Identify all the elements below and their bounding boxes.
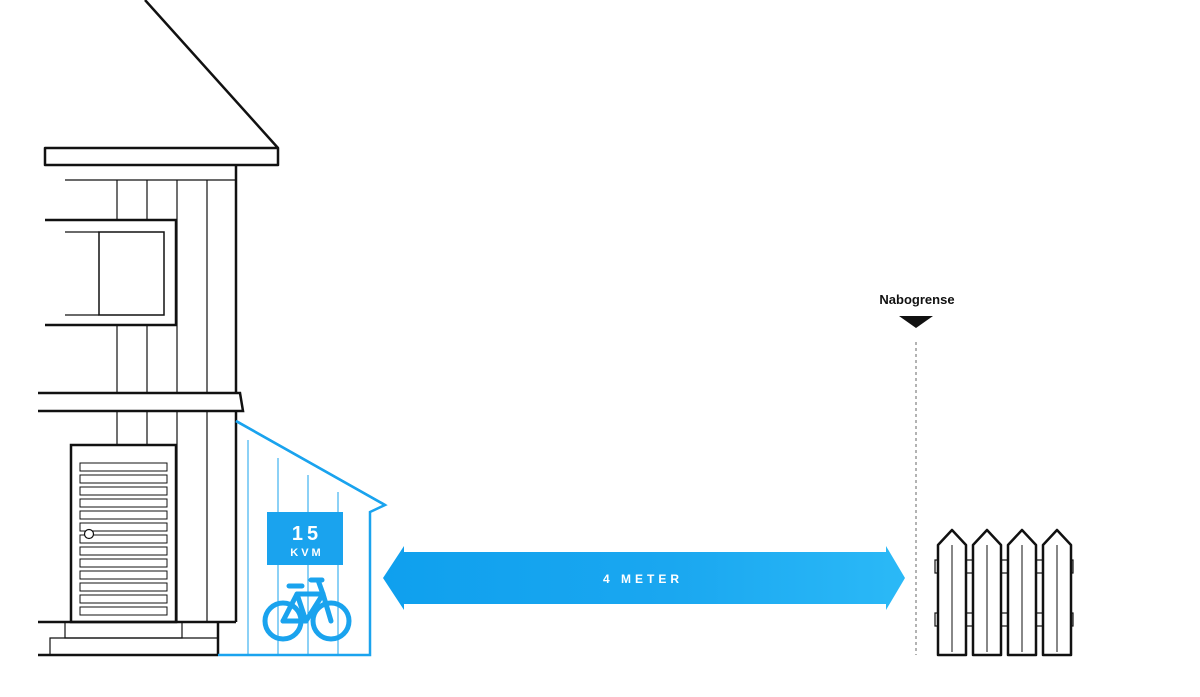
distance-arrow: 4 METER xyxy=(383,546,905,610)
door-handle xyxy=(83,528,95,540)
fence-rail-top xyxy=(934,559,1074,574)
house-window xyxy=(45,218,178,327)
fence xyxy=(934,528,1074,657)
door-slat xyxy=(79,522,168,532)
door-slat xyxy=(79,570,168,580)
house-steps xyxy=(38,622,220,657)
bicycle-icon xyxy=(262,577,352,642)
area-badge: 15 KVM xyxy=(267,512,343,565)
fence-rail-bottom xyxy=(934,612,1074,627)
house-door xyxy=(69,443,178,624)
area-unit: KVM xyxy=(290,547,323,559)
door-slat xyxy=(79,462,168,472)
distance-label: 4 METER xyxy=(603,572,683,586)
triangle-down-icon xyxy=(899,316,933,328)
door-slat xyxy=(79,474,168,484)
distance-arrow-shape xyxy=(383,546,905,610)
house-upper-floor xyxy=(60,165,238,394)
door-slat xyxy=(79,594,168,604)
door-slat xyxy=(79,498,168,508)
house xyxy=(38,0,280,657)
house-lower-floor xyxy=(38,411,238,624)
door-slat xyxy=(79,486,168,496)
door-slat xyxy=(79,606,168,616)
boundary-marker: Nabogrense xyxy=(879,292,955,655)
house-roof xyxy=(43,0,280,167)
door-slat xyxy=(79,534,168,544)
boundary-label: Nabogrense xyxy=(879,292,954,307)
door-slat xyxy=(79,510,168,520)
house-floor-band xyxy=(38,391,245,413)
area-number: 15 xyxy=(292,523,322,545)
door-slat xyxy=(79,558,168,568)
door-slat xyxy=(79,582,168,592)
door-slat xyxy=(79,546,168,556)
